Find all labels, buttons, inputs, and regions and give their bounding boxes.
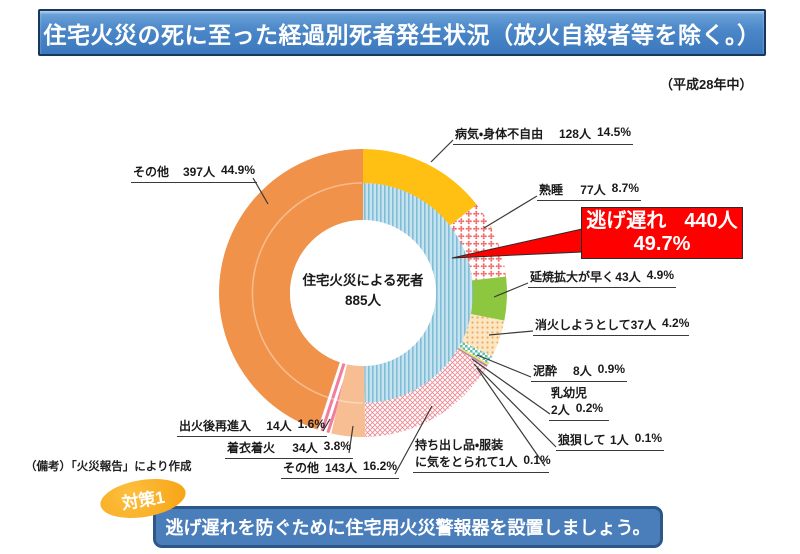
callout-label: 逃げ遅れ: [586, 210, 667, 232]
label-sonota-397: その他 397人 44.9%: [131, 163, 257, 183]
label-enshou: 延焼拡大が早く 43人 4.9%: [528, 268, 676, 288]
donut-segment-6: [457, 348, 488, 367]
donut-segment-0: [363, 149, 477, 226]
leader-mochidashi: [476, 367, 546, 467]
page-title: 住宅火災の死に至った経過別死者発生状況（放火自殺者等を除く。）: [38, 9, 766, 56]
donut-segment-5: [458, 347, 489, 366]
leader-deisui: [476, 354, 532, 378]
label-nyuyouji: 乳幼児 2人 0.2%: [549, 384, 609, 421]
callout-rate: 49.7%: [633, 233, 691, 255]
leader-lines: [252, 139, 557, 475]
callout-people: 440人: [684, 210, 738, 232]
donut-hole: [290, 220, 436, 366]
label-shouka: 消火しようとして 37人 4.2%: [533, 316, 689, 336]
donut-segment-11: [219, 149, 363, 430]
leader-sonota143: [394, 405, 433, 475]
center-line2: 885人: [344, 293, 382, 309]
label-sonota-143: その他 143人 16.2%: [281, 459, 399, 479]
label-roubai: 狼狽して 1人 0.1%: [556, 431, 664, 451]
leader-roubai: [473, 363, 557, 448]
advice-banner: 逃げ遅れを防ぐために住宅用火災警報器を設置しましょう。: [153, 506, 663, 548]
label-shukka: 出火後再進入 14人 1.6%: [177, 417, 327, 437]
period-label: （平成28年中）: [660, 77, 753, 92]
donut-center-label: 住宅火災による死者 885人: [253, 271, 473, 312]
donut-segment-8: [364, 349, 487, 437]
center-line1: 住宅火災による死者: [302, 273, 424, 288]
donut-segment-2: [470, 276, 508, 321]
donut-segment-1: [449, 204, 507, 281]
leader-chakui: [348, 425, 354, 454]
label-mochidashi: 持ち出し品・服装 に気をとられて 1人 0.1%: [413, 436, 551, 473]
label-byoki: 病気・身体不自由 128人 14.5%: [453, 125, 633, 145]
donut-inner-group-nigeokure: [363, 182, 474, 403]
nigeokure-callout: 逃げ遅れ 440人 49.7%: [581, 207, 743, 259]
ring-boundary-line: [251, 182, 363, 404]
leader-shukka: [322, 418, 331, 432]
label-deisui: 泥酔 8人 0.9%: [531, 362, 627, 382]
donut-segments: [219, 149, 508, 437]
leader-enshou: [493, 282, 529, 298]
leader-byoki: [430, 139, 454, 163]
leader-jukusui: [483, 195, 538, 229]
label-chakui: 着衣着火 34人 3.8%: [225, 439, 353, 459]
donut-segment-3: [461, 314, 505, 357]
leader-nyuyouji: [471, 358, 551, 415]
source-note: （備考）「火災報告」により作成: [25, 461, 192, 473]
donut-segment-9: [331, 364, 366, 437]
label-jukusui: 熟睡 77人 8.7%: [537, 181, 641, 201]
donut-segment-7: [457, 348, 488, 367]
donut-segment-10: [317, 362, 347, 434]
leader-shouka: [488, 330, 534, 336]
